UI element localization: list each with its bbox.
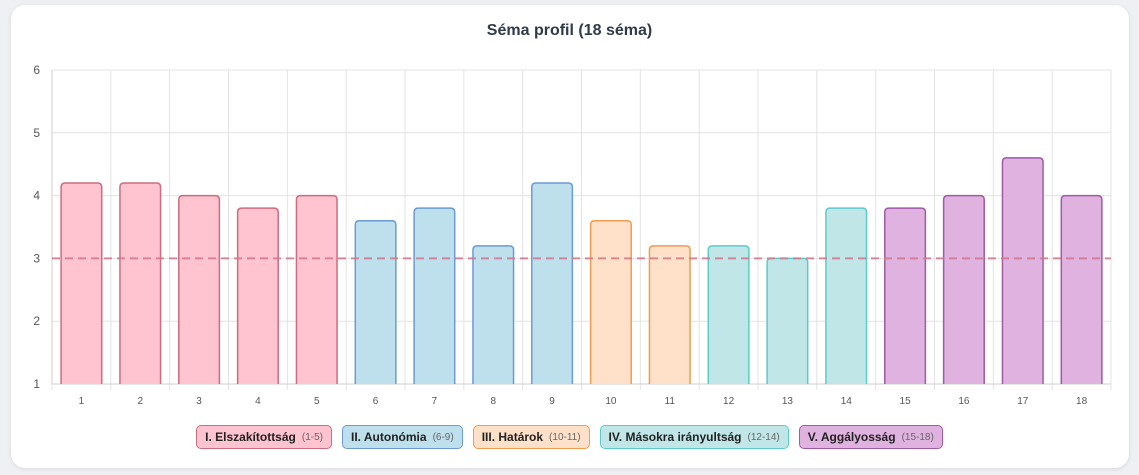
legend-item-2[interactable]: II. Autonómia (6-9): [342, 425, 463, 449]
x-tick-label: 6: [373, 396, 379, 407]
bar-schema-14[interactable]: [825, 207, 868, 384]
y-tick-label: 1: [33, 377, 40, 391]
legend-item-1[interactable]: I. Elszakítottság (1-5): [196, 425, 332, 449]
bar-schema-6[interactable]: [354, 219, 397, 384]
y-tick-label: 5: [33, 126, 40, 140]
bar-schema-9[interactable]: [531, 182, 574, 384]
x-tick-label: 1: [79, 396, 85, 407]
bar-schema-18[interactable]: [1060, 194, 1103, 384]
legend-item-4[interactable]: IV. Másokra irányultság (12-14): [599, 425, 789, 449]
y-tick-label: 2: [33, 314, 40, 328]
bar-schema-5[interactable]: [295, 194, 338, 384]
bar-schema-2[interactable]: [119, 182, 162, 384]
legend-label: IV. Másokra irányultság: [608, 430, 742, 444]
bar-schema-17[interactable]: [1001, 157, 1044, 384]
legend-range: (6-9): [432, 431, 454, 443]
x-tick-label: 4: [255, 396, 261, 407]
chart-title: Séma profil (18 séma): [486, 22, 653, 39]
x-tick-label: 10: [605, 396, 617, 407]
legend-label: V. Aggályosság: [807, 430, 896, 444]
x-tick-label: 14: [841, 396, 853, 407]
legend-label: II. Autonómia: [351, 430, 427, 444]
bar-schema-8[interactable]: [472, 245, 515, 384]
x-tick-label: 16: [958, 396, 970, 407]
bar-schema-10[interactable]: [589, 219, 632, 384]
bar-schema-16[interactable]: [942, 194, 985, 384]
x-tick-label: 11: [665, 396, 676, 407]
bar-schema-1[interactable]: [60, 182, 103, 384]
legend-range: (15-18): [901, 431, 934, 443]
chart-legend: I. Elszakítottság (1-5) II. Autonómia (6-9)…: [0, 425, 1139, 449]
legend-range: (1-5): [301, 431, 323, 443]
legend-label: I. Elszakítottság: [205, 430, 296, 444]
bar-schema-3[interactable]: [178, 194, 221, 384]
x-tick-label: 18: [1076, 396, 1088, 407]
x-tick-label: 3: [196, 396, 202, 407]
x-tick-label: 7: [432, 396, 438, 407]
x-tick-label: 8: [490, 396, 496, 407]
y-tick-label: 6: [33, 63, 40, 77]
y-tick-label: 3: [33, 251, 40, 265]
bar-schema-11[interactable]: [648, 245, 691, 384]
x-tick-label: 2: [137, 396, 143, 407]
legend-range: (12-14): [747, 431, 780, 443]
x-tick-label: 17: [1017, 396, 1029, 407]
legend-label: III. Határok: [481, 430, 544, 444]
bar-schema-12[interactable]: [707, 245, 750, 384]
bar-schema-13[interactable]: [766, 257, 809, 384]
legend-item-3[interactable]: III. Határok (10-11): [472, 425, 590, 449]
bar-schema-4[interactable]: [236, 207, 279, 384]
x-tick-label: 13: [782, 396, 794, 407]
y-tick-label: 4: [33, 189, 40, 203]
legend-range: (10-11): [549, 431, 581, 443]
x-tick-label: 12: [723, 396, 735, 407]
legend-item-5[interactable]: V. Aggályosság (15-18): [798, 425, 943, 449]
x-tick-label: 9: [549, 396, 555, 407]
x-tick-label: 5: [314, 396, 320, 407]
bar-schema-15[interactable]: [884, 207, 927, 384]
bar-schema-7[interactable]: [413, 207, 456, 384]
x-tick-label: 15: [900, 396, 912, 407]
